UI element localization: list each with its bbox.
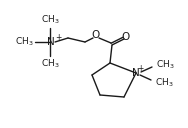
Text: O: O [122, 32, 130, 42]
Text: CH$_3$: CH$_3$ [155, 77, 174, 89]
Text: N: N [132, 68, 140, 78]
Text: N: N [47, 37, 55, 47]
Text: +: + [55, 33, 62, 42]
Text: CH$_3$: CH$_3$ [41, 13, 59, 26]
Text: CH$_3$: CH$_3$ [15, 36, 34, 48]
Text: O: O [92, 30, 100, 40]
Text: +: + [137, 64, 144, 73]
Text: CH$_3$: CH$_3$ [156, 59, 175, 71]
Text: CH$_3$: CH$_3$ [41, 58, 59, 71]
